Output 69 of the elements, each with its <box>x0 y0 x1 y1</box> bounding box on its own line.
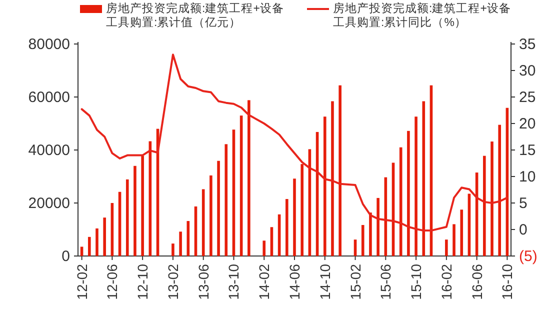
y-tick-label: 40000 <box>28 142 70 159</box>
x-tick-label: 13-02 <box>164 264 181 300</box>
bar <box>338 85 342 256</box>
y2-tick-label: 15 <box>519 142 536 159</box>
bar <box>490 142 494 256</box>
bar <box>172 244 174 256</box>
bar <box>88 236 91 256</box>
legend-label: 房地产投资完成额:建筑工程+设备工具购置:累计值（亿元） <box>106 2 285 30</box>
bar <box>407 130 410 256</box>
bar <box>376 198 380 256</box>
x-tick-label: 12-06 <box>104 264 120 300</box>
x-tick-label: 12-10 <box>134 264 151 300</box>
x-tick-label: 16-02 <box>438 264 454 300</box>
bar <box>202 189 205 256</box>
bar <box>134 166 136 256</box>
x-tick-label: 14-02 <box>256 264 272 300</box>
x-tick-label: 16-10 <box>499 264 516 300</box>
y2-tick-label: 35 <box>519 36 536 53</box>
bar <box>452 224 456 256</box>
bar <box>422 101 426 256</box>
bar <box>80 246 84 256</box>
bar <box>210 175 212 256</box>
x-tick-label: 15-10 <box>408 264 424 300</box>
y-tick-label: 80000 <box>28 36 70 53</box>
x-tick-label: 13-06 <box>195 264 212 300</box>
y2-tick-label: 10 <box>519 168 536 186</box>
y-tick-label: 20000 <box>28 195 70 212</box>
bar <box>468 194 471 256</box>
x-tick-label: 14-10 <box>316 264 333 300</box>
y-tick-label: 60000 <box>28 89 70 106</box>
bar <box>126 179 129 256</box>
x-tick-label: 16-06 <box>468 264 485 300</box>
bar <box>141 156 144 256</box>
y2-tick-label: 25 <box>519 89 536 106</box>
x-tick-label: 12-02 <box>74 264 90 300</box>
bar <box>445 240 448 256</box>
bar <box>286 199 288 256</box>
bar <box>323 116 326 256</box>
y2-tick-label: 5 <box>519 195 528 212</box>
bar <box>498 124 502 256</box>
y2-tick-label: 20 <box>519 116 536 132</box>
bar <box>369 212 372 256</box>
y2-tick-label: (5) <box>519 248 538 265</box>
bar <box>414 116 418 256</box>
y2-tick-label: 0 <box>519 222 528 238</box>
bar <box>270 227 274 256</box>
x-tick-label: 14-06 <box>286 264 302 300</box>
y2-tick-label: 30 <box>519 62 536 80</box>
bar <box>354 240 357 256</box>
bar <box>96 228 98 256</box>
bar <box>460 210 464 256</box>
bar <box>361 224 364 256</box>
bar <box>399 147 402 256</box>
x-tick-label: 13-10 <box>226 264 242 300</box>
bar <box>217 160 220 256</box>
bar <box>103 218 106 256</box>
bar <box>483 156 486 256</box>
bar <box>179 232 182 256</box>
bar <box>331 101 334 256</box>
bar <box>248 100 250 256</box>
bar <box>293 178 296 256</box>
bar <box>186 221 190 256</box>
x-tick-label: 15-06 <box>378 264 394 300</box>
bar <box>262 240 266 256</box>
bar <box>300 164 304 256</box>
x-tick-label: 15-02 <box>347 264 364 300</box>
legend-label: 房地产投资完成额:建筑工程+设备工具购置:累计同比（%） <box>333 2 512 30</box>
y-tick-label: 0 <box>62 248 70 265</box>
bar <box>224 144 228 256</box>
